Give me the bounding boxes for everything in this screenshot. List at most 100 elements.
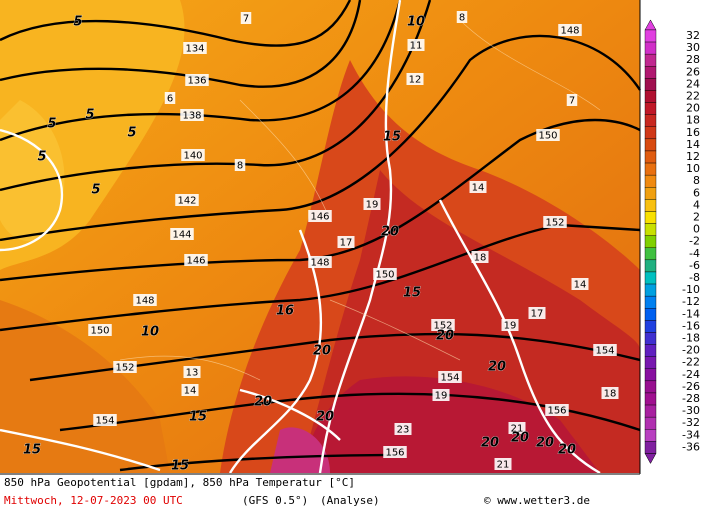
isotherm-label: 15 bbox=[189, 410, 207, 425]
isotherm-label: 5 bbox=[91, 183, 100, 198]
geopotential-label: 154 bbox=[440, 373, 459, 384]
geopotential-label-box bbox=[373, 268, 397, 280]
scale-label: 20 bbox=[686, 102, 700, 115]
scale-label: -6 bbox=[689, 259, 700, 272]
scale-swatch bbox=[644, 138, 657, 152]
scale-swatch bbox=[644, 368, 657, 382]
temperature-label: 21 bbox=[497, 460, 510, 471]
temperature-label-box bbox=[337, 236, 355, 248]
scale-label: -16 bbox=[682, 319, 700, 332]
temperature-label: 21 bbox=[511, 424, 524, 435]
geopotential-label: 152 bbox=[433, 321, 452, 332]
temperature-label-box bbox=[456, 11, 468, 23]
temperature-label-box bbox=[508, 422, 526, 434]
geopotential-label: 146 bbox=[310, 212, 329, 223]
temperature-label-box bbox=[234, 159, 246, 171]
scale-swatch bbox=[644, 114, 657, 127]
geopotential-label-box bbox=[438, 371, 462, 383]
scale-label: 14 bbox=[686, 138, 700, 151]
scale-swatch bbox=[644, 41, 657, 55]
temperature-label-box bbox=[494, 458, 512, 470]
geopotential-label: 146 bbox=[186, 256, 205, 267]
scale-label: 2 bbox=[693, 211, 700, 224]
geopotential-label: 148 bbox=[310, 258, 329, 269]
scale-swatch bbox=[644, 392, 657, 406]
isotherm-label: 5 bbox=[37, 150, 46, 165]
scale-label: 0 bbox=[693, 223, 700, 236]
scale-swatch bbox=[644, 247, 657, 261]
temperature-label: 6 bbox=[167, 94, 173, 105]
scale-swatch bbox=[644, 211, 657, 224]
isotherm-label: 5 bbox=[47, 117, 56, 132]
geopotential-label-box bbox=[133, 294, 157, 306]
scale-label: -32 bbox=[682, 416, 700, 429]
temperature-label: 17 bbox=[340, 238, 353, 249]
geopotential-label-box bbox=[181, 149, 205, 161]
scale-swatch bbox=[644, 66, 657, 79]
scale-label: -20 bbox=[682, 344, 700, 357]
geopotential-label-box bbox=[183, 42, 207, 54]
scale-swatch bbox=[644, 223, 657, 236]
scale-swatch bbox=[644, 199, 657, 212]
geopotential-label-box bbox=[93, 414, 117, 426]
temperature-label: 17 bbox=[531, 309, 544, 320]
isotherm-label: 15 bbox=[23, 443, 41, 458]
scale-swatch bbox=[644, 344, 657, 357]
isotherm-label: 5 bbox=[127, 126, 136, 141]
isotherm-label: 20 bbox=[381, 225, 399, 240]
geopotential-label: 152 bbox=[115, 363, 134, 374]
scale-swatch bbox=[644, 174, 657, 188]
scale-swatch bbox=[644, 380, 657, 394]
isotherm-label: 10 bbox=[141, 325, 159, 340]
scale-swatch bbox=[644, 187, 657, 200]
temperature-label: 12 bbox=[409, 75, 422, 86]
scale-label: -30 bbox=[682, 404, 700, 417]
scale-swatch bbox=[644, 162, 657, 176]
geopotential-label-box bbox=[545, 404, 569, 416]
isotherm-label: 20 bbox=[316, 410, 334, 425]
temperature-label-box bbox=[601, 387, 619, 399]
scale-swatch bbox=[644, 29, 657, 43]
color-scale: 32302826242220181614121086420-2-4-6-8-10… bbox=[644, 19, 700, 464]
scale-label: 8 bbox=[693, 174, 700, 187]
temperature-label: 14 bbox=[472, 183, 485, 194]
scale-label: 18 bbox=[686, 114, 700, 127]
scale-swatch bbox=[644, 102, 657, 115]
temperature-label-box bbox=[164, 92, 176, 104]
temperature-label: 19 bbox=[435, 391, 448, 402]
scale-label: -12 bbox=[682, 295, 700, 308]
scale-arrow-bottom bbox=[644, 453, 657, 464]
isotherm-label: 15 bbox=[403, 286, 421, 301]
scale-label: 24 bbox=[686, 77, 700, 90]
temperature-label: 18 bbox=[604, 389, 617, 400]
temperature-label-box bbox=[528, 307, 546, 319]
temperature-label-box bbox=[407, 39, 425, 51]
geopotential-label: 150 bbox=[538, 131, 557, 142]
scale-swatch bbox=[644, 429, 657, 442]
geopotential-label-box bbox=[175, 194, 199, 206]
scale-label: -22 bbox=[682, 356, 700, 369]
geopotential-label: 150 bbox=[90, 326, 109, 337]
footer-date: Mittwoch, 12-07-2023 00 UTC bbox=[4, 494, 183, 507]
isotherm-label: 16 bbox=[276, 304, 294, 319]
footer-model: (GFS 0.5°) bbox=[242, 494, 308, 507]
scale-swatch bbox=[644, 404, 657, 418]
isotherm-label: 20 bbox=[436, 329, 454, 344]
isotherm-label: 20 bbox=[313, 344, 331, 359]
temperature-label-box bbox=[394, 423, 412, 435]
scale-label: -8 bbox=[689, 271, 700, 284]
temperature-label: 14 bbox=[184, 386, 197, 397]
scale-swatch bbox=[644, 78, 657, 91]
scale-swatch bbox=[644, 53, 657, 67]
temperature-label-box bbox=[181, 384, 199, 396]
scale-label: -4 bbox=[689, 247, 700, 260]
temperature-label-box bbox=[432, 389, 450, 401]
geopotential-label: 144 bbox=[172, 230, 191, 241]
footer-source: © www.wetter3.de bbox=[484, 494, 590, 507]
scale-label: -36 bbox=[682, 440, 700, 453]
geopotential-label-box bbox=[383, 446, 407, 458]
geopotential-label: 154 bbox=[95, 416, 114, 427]
isotherm-label: 20 bbox=[536, 436, 554, 451]
geopotential-label: 150 bbox=[375, 270, 394, 281]
scale-label: -26 bbox=[682, 380, 700, 393]
